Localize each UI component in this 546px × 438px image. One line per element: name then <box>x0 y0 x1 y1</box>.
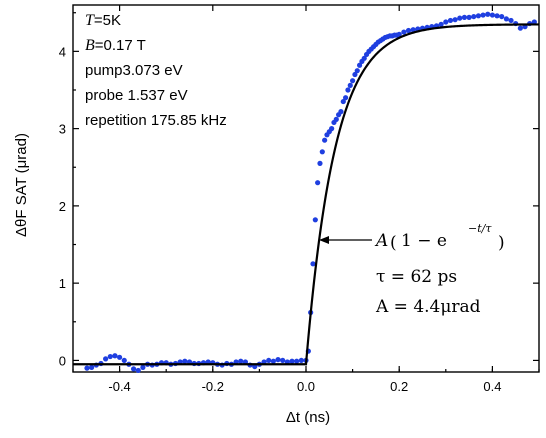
data-point <box>401 29 407 35</box>
data-point <box>329 126 335 132</box>
data-point <box>396 31 402 37</box>
data-point <box>310 261 316 267</box>
x-tick-label: 0.4 <box>483 379 501 394</box>
formula-close-paren: ) <box>498 233 505 253</box>
data-point <box>182 358 188 364</box>
data-point <box>319 149 325 155</box>
data-point <box>294 358 300 364</box>
data-point <box>343 95 349 101</box>
data-point <box>452 17 458 23</box>
data-point <box>489 12 495 18</box>
y-axis-title: ΔθF SAT (μrad) <box>13 133 30 237</box>
data-point <box>461 14 468 20</box>
fit-annotation: A ( 1 − e −t/τ ) τ = 62 ps A = 4.4μrad <box>319 222 505 317</box>
data-point <box>347 82 353 88</box>
info-line-repetition: repetition 175.85 kHz <box>85 112 227 129</box>
data-point <box>289 358 295 364</box>
info-line-temperature: T=5K <box>85 12 121 29</box>
formula-tau: τ = 62 ps <box>376 267 457 287</box>
y-tick-label: 0 <box>59 353 66 368</box>
data-point <box>485 11 491 17</box>
data-point <box>457 15 463 21</box>
formula-amplitude-symbol: A <box>374 231 388 251</box>
data-point <box>361 55 367 61</box>
data-point <box>354 68 360 74</box>
data-point <box>517 25 523 31</box>
data-point <box>312 217 318 223</box>
data-point <box>447 17 454 24</box>
x-axis-title: Δt (ns) <box>286 409 330 426</box>
y-tick-label: 2 <box>59 199 66 214</box>
data-point <box>333 116 339 122</box>
data-point <box>471 13 477 20</box>
data-point <box>315 180 321 186</box>
data-point <box>140 364 146 370</box>
data-point <box>410 27 416 33</box>
data-point <box>84 365 90 371</box>
data-point <box>494 13 500 19</box>
data-point <box>238 358 244 364</box>
data-point <box>356 62 363 68</box>
y-tick-label: 3 <box>59 122 66 137</box>
info-block: T=5K B=0.17 T pump3.073 eV probe 1.537 e… <box>85 12 227 129</box>
data-point <box>103 356 109 362</box>
data-point <box>352 71 358 78</box>
annotation-arrowhead <box>319 236 329 244</box>
data-point <box>266 357 272 364</box>
data-point <box>112 353 118 359</box>
data-point <box>475 13 482 19</box>
y-tick-label: 4 <box>59 44 66 59</box>
formula-exponent: −t/τ <box>468 222 492 235</box>
x-tick-label: -0.2 <box>202 379 224 394</box>
data-point <box>405 27 412 34</box>
data-point <box>89 364 95 370</box>
data-point <box>135 367 141 374</box>
data-point <box>466 14 472 20</box>
y-tick-label: 1 <box>59 276 66 291</box>
formula-main: 1 − e <box>401 231 447 251</box>
data-point <box>317 160 323 166</box>
x-tick-label: -0.4 <box>108 379 130 394</box>
formula-open-paren: ( <box>390 233 397 253</box>
formula-amplitude: A = 4.4μrad <box>375 297 481 317</box>
data-point <box>531 19 537 25</box>
data-point <box>443 19 449 25</box>
info-line-probe: probe 1.537 eV <box>85 87 188 104</box>
axes: -0.4 -0.2 0.0 0.2 0.4 0 1 2 3 4 <box>59 4 540 394</box>
data-point <box>298 357 304 364</box>
fit-curve <box>73 23 540 366</box>
data-point <box>322 137 328 143</box>
data-point <box>107 353 113 360</box>
data-point <box>438 21 444 27</box>
data-point <box>338 109 344 115</box>
data-point <box>345 87 351 93</box>
data-point <box>117 354 123 360</box>
data-point <box>130 366 137 372</box>
data-point <box>480 12 486 18</box>
info-line-pump: pump3.073 eV <box>85 62 183 79</box>
data-point <box>350 78 356 84</box>
data-point <box>508 17 514 24</box>
info-line-field: B=0.17 T <box>85 37 146 54</box>
data-point <box>270 358 276 364</box>
data-point <box>503 16 509 22</box>
data-point <box>280 357 286 364</box>
data-points <box>84 11 537 374</box>
data-point <box>121 357 127 364</box>
data-point <box>340 98 346 105</box>
x-tick-label: 0.2 <box>390 379 408 394</box>
fit-curve-group <box>73 23 540 366</box>
x-tick-label: 0.0 <box>297 379 315 394</box>
data-point <box>275 357 281 363</box>
data-point <box>499 13 505 20</box>
